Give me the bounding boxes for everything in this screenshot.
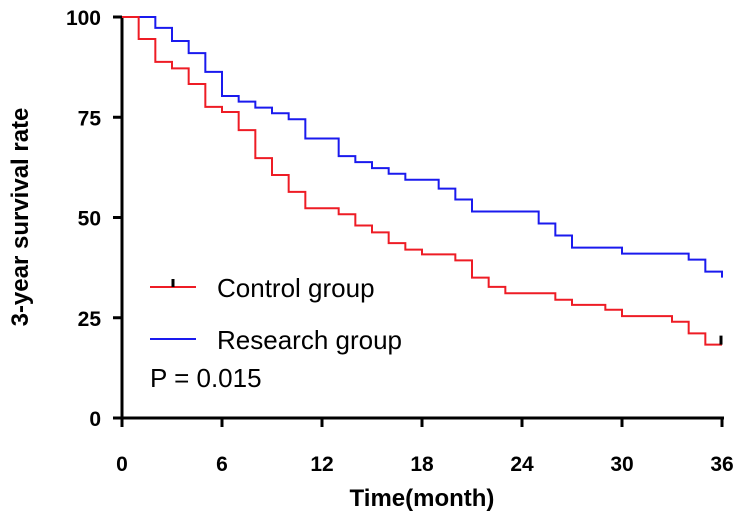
y-tick-label-75: 75 <box>78 107 102 130</box>
y-tick-label-0: 0 <box>89 408 101 431</box>
series-layer <box>122 16 723 346</box>
y-tick-label-50: 50 <box>78 208 101 231</box>
y-tick-label-25: 25 <box>78 308 102 331</box>
legend-label-control-group: Control group <box>217 273 375 303</box>
x-tick-label-18: 18 <box>410 453 434 476</box>
x-tick-label-12: 12 <box>310 453 333 476</box>
y-axis-ticks: 0 25 50 75 100 <box>66 7 122 431</box>
y-tick-label-100: 100 <box>66 7 101 30</box>
legend: Control group Research group <box>150 273 402 355</box>
x-tick-label-36: 36 <box>710 453 733 476</box>
x-tick-label-6: 6 <box>216 453 228 476</box>
legend-label-research-group: Research group <box>217 325 402 355</box>
y-axis-title: 3-year survival rate <box>7 108 34 327</box>
x-axis-ticks: 0 6 12 18 24 30 36 <box>116 418 734 476</box>
x-tick-label-0: 0 <box>116 453 128 476</box>
series-line-research-group <box>122 16 723 278</box>
x-axis-title: Time(month) <box>350 485 495 512</box>
x-tick-label-30: 30 <box>610 453 633 476</box>
x-tick-label-24: 24 <box>510 453 534 476</box>
p-value-annotation: P = 0.015 <box>150 363 262 393</box>
series-line-control-group <box>122 16 722 346</box>
